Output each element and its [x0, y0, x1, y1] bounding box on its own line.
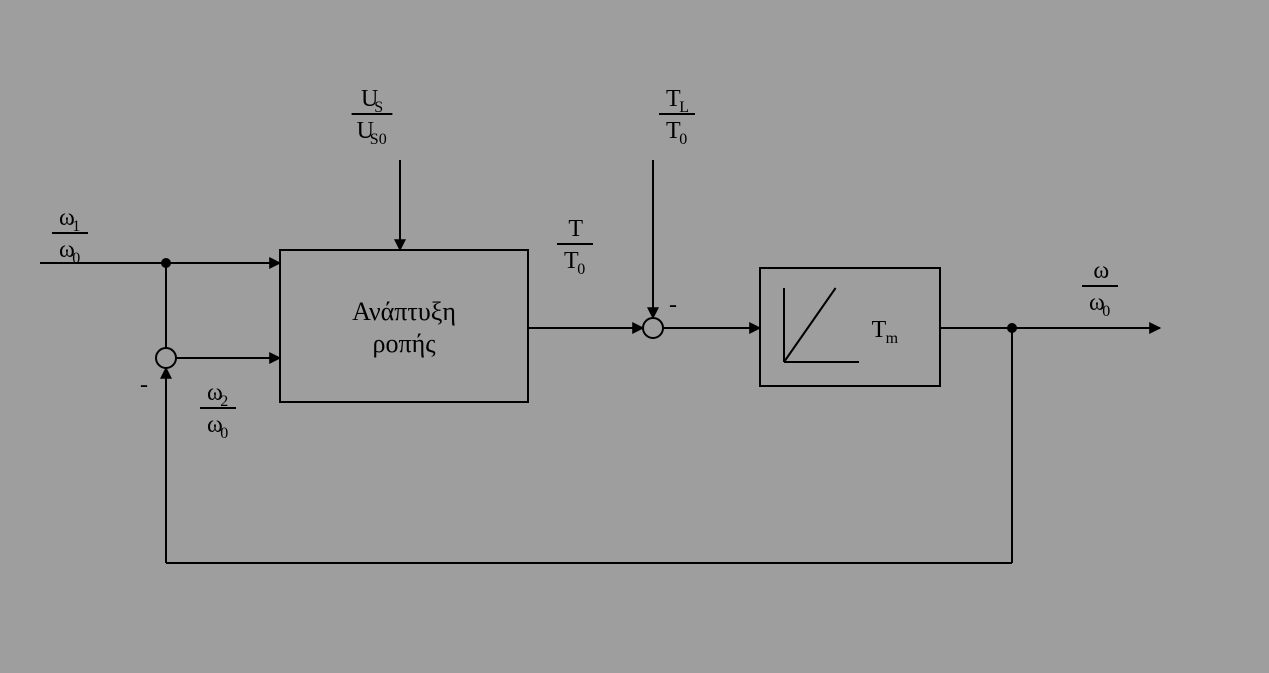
label-w2-den-sub: 0: [220, 425, 228, 442]
label-tl-den-sub: 0: [679, 131, 687, 148]
block1-line2: ροπής: [373, 329, 437, 358]
sum-junction-left: [156, 348, 176, 368]
torque-development-block: [280, 250, 528, 402]
label-wout-num: ω: [1093, 258, 1109, 284]
label-t-den-sub: 0: [577, 261, 585, 278]
label-us-den-sub: S0: [370, 131, 387, 148]
control-block-diagram: ΑνάπτυξηροπήςTm--ω1ω0USUS0TLT0TT0ω2ω0ωω0: [0, 0, 1269, 673]
sum-junction-right: [643, 318, 663, 338]
block1-line1: Ανάπτυξη: [352, 297, 456, 326]
label-wout-den-sub: 0: [1102, 303, 1110, 320]
integrator-block: [760, 268, 940, 386]
minus-sum2: -: [669, 292, 677, 318]
integrator-ramp: [784, 288, 836, 362]
integrator-tm: T: [872, 317, 887, 343]
integrator-tm-sub: m: [886, 330, 899, 347]
label-w1-den-sub: 0: [72, 250, 80, 267]
label-t-num: T: [568, 216, 583, 242]
minus-sum1: -: [140, 372, 148, 398]
